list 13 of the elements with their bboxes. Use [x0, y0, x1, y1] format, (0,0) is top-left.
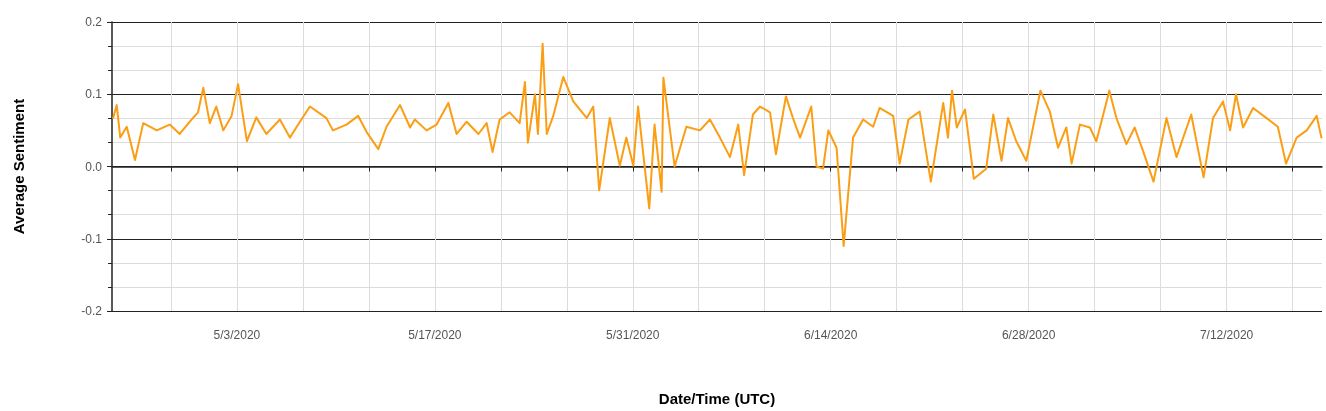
x-tick-label: 5/3/2020 [213, 328, 261, 342]
y-tick-label: -0.2 [81, 304, 103, 318]
y-tick-label: -0.1 [81, 231, 103, 246]
y-tick-label: 0.0 [85, 159, 103, 174]
x-axis-title: Date/Time (UTC) [658, 390, 776, 407]
y-tick-label: 0.1 [85, 87, 103, 102]
x-tick-label: 6/28/2020 [1001, 328, 1056, 342]
y-tick-label: 0.2 [85, 15, 103, 29]
x-tick-label: 5/31/2020 [606, 328, 660, 342]
x-tick-label: 6/14/2020 [804, 328, 858, 342]
x-tick-label: 5/17/2020 [408, 328, 462, 342]
x-tick-label: 7/12/2020 [1199, 328, 1254, 342]
y-axis-title: Average Sentiment [10, 98, 27, 235]
